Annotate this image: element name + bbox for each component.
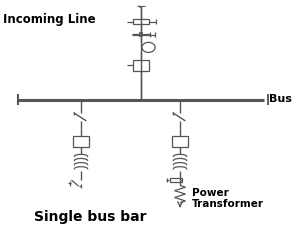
Text: Single bus bar: Single bus bar <box>34 210 146 224</box>
Text: |Bus: |Bus <box>266 94 292 105</box>
Bar <box>172 136 188 147</box>
Text: Incoming Line: Incoming Line <box>3 13 96 26</box>
Bar <box>73 136 89 147</box>
Bar <box>133 60 149 71</box>
Text: Power
Transformer: Power Transformer <box>192 188 264 210</box>
Bar <box>170 178 182 182</box>
Bar <box>133 19 149 24</box>
